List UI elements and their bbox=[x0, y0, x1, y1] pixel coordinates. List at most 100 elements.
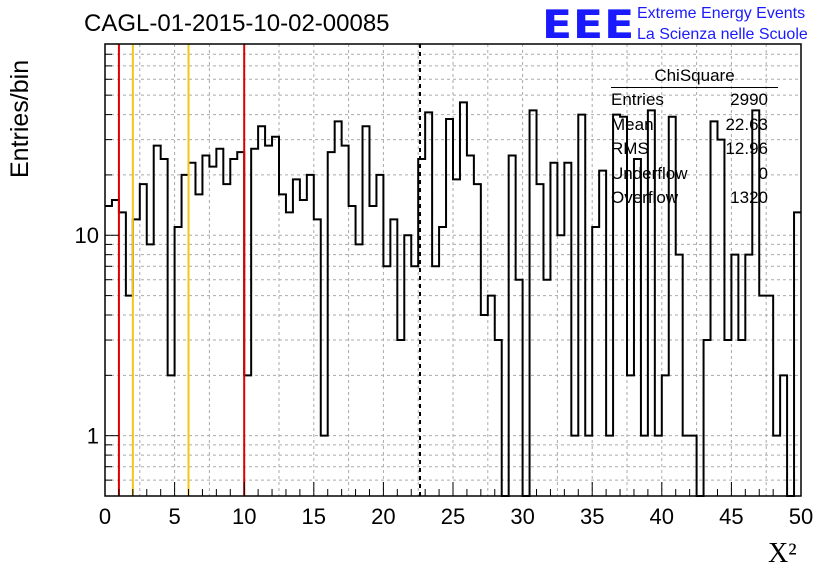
histogram-bin bbox=[404, 235, 411, 496]
histogram-bin bbox=[390, 219, 397, 496]
histogram-bin bbox=[509, 155, 516, 496]
x-tick-label: 20 bbox=[371, 504, 395, 529]
histogram-bin bbox=[168, 375, 175, 496]
stats-row-overflow: Overflow 1320 bbox=[611, 186, 778, 211]
histogram-bin bbox=[279, 194, 286, 496]
stats-row-entries: Entries 2990 bbox=[611, 88, 778, 113]
histogram-bin bbox=[300, 200, 307, 496]
eee-logo-line2: La Scienza nelle Scuole bbox=[637, 26, 808, 43]
histogram-bin bbox=[411, 266, 418, 496]
stats-label: Underflow bbox=[611, 163, 688, 183]
histogram-bin bbox=[439, 227, 446, 496]
histogram-bin bbox=[606, 436, 613, 496]
histogram-bin bbox=[585, 436, 592, 496]
histogram-bin bbox=[530, 110, 537, 496]
histogram-bin bbox=[704, 340, 711, 496]
histogram-bin bbox=[446, 119, 453, 496]
histogram-bin bbox=[363, 126, 370, 496]
histogram-bin bbox=[307, 175, 314, 496]
histogram-bin bbox=[745, 255, 752, 496]
histogram-bin bbox=[189, 163, 196, 496]
x-tick-label: 15 bbox=[302, 504, 326, 529]
histogram-bin bbox=[161, 159, 168, 496]
histogram-bin bbox=[147, 244, 154, 496]
histogram-bin bbox=[481, 315, 488, 496]
histogram-bin bbox=[731, 255, 738, 496]
histogram-bin bbox=[467, 155, 474, 496]
y-axis-label: Entries/bin bbox=[6, 59, 34, 178]
histogram-bin bbox=[550, 163, 557, 496]
histogram-bin bbox=[683, 436, 690, 496]
histogram-bin bbox=[369, 206, 376, 496]
histogram-bin bbox=[209, 167, 216, 496]
histogram-bin bbox=[202, 155, 209, 496]
histogram-bin bbox=[175, 227, 182, 496]
histogram-bin bbox=[265, 146, 272, 496]
x-tick-label: 0 bbox=[99, 504, 111, 529]
histogram-bin bbox=[794, 212, 801, 496]
histogram-bin bbox=[383, 266, 390, 496]
histogram-bin bbox=[592, 227, 599, 496]
histogram-bin bbox=[251, 149, 258, 496]
stats-label: Entries bbox=[611, 90, 664, 109]
histogram-bin bbox=[272, 137, 279, 496]
chart-title: CAGL-01-2015-10-02-00085 bbox=[84, 10, 390, 37]
stats-value: 22.63 bbox=[725, 114, 768, 134]
x-tick-label: 30 bbox=[510, 504, 534, 529]
histogram-bin bbox=[474, 184, 481, 496]
histogram-bin bbox=[780, 375, 787, 496]
stats-value: 1320 bbox=[730, 188, 768, 207]
histogram-bin bbox=[738, 340, 745, 496]
stats-label: RMS bbox=[611, 139, 649, 158]
histogram-bin bbox=[537, 184, 544, 496]
stats-row-underflow: Underflow 0 bbox=[611, 162, 778, 187]
x-tick-label: 50 bbox=[789, 504, 813, 529]
histogram-bin bbox=[223, 184, 230, 496]
stats-value: 2990 bbox=[730, 90, 768, 109]
histogram-bin bbox=[599, 171, 606, 496]
stats-row-mean: Mean 22.63 bbox=[611, 113, 778, 138]
x-tick-label: 45 bbox=[719, 504, 743, 529]
histogram-bin bbox=[453, 179, 460, 496]
histogram-bin bbox=[543, 280, 550, 496]
histogram-bin bbox=[397, 340, 404, 496]
histogram-bin bbox=[516, 280, 523, 496]
y-tick-label: 10 bbox=[75, 223, 99, 248]
x-tick-label: 5 bbox=[168, 504, 180, 529]
histogram-bin bbox=[237, 152, 244, 496]
histogram-bin bbox=[112, 200, 119, 496]
histogram-bin bbox=[488, 296, 495, 496]
stats-row-rms: RMS 12.96 bbox=[611, 137, 778, 162]
histogram-bin bbox=[349, 206, 356, 496]
histogram-bin bbox=[154, 146, 161, 496]
histogram-bin bbox=[627, 375, 634, 496]
x-tick-label: 35 bbox=[580, 504, 604, 529]
histogram-bin bbox=[119, 212, 126, 496]
histogram-bin bbox=[328, 152, 335, 496]
histogram-bin bbox=[133, 219, 140, 496]
histogram-bin bbox=[321, 436, 328, 496]
stats-title: ChiSquare bbox=[611, 66, 778, 88]
histogram-bin bbox=[376, 175, 383, 496]
histogram-bin bbox=[258, 126, 265, 496]
eee-logo-line1: Extreme Energy Events bbox=[637, 5, 806, 22]
x-tick-label: 10 bbox=[232, 504, 256, 529]
eee-logo: EEE bbox=[542, 2, 636, 48]
stats-box: ChiSquare Entries 2990 Mean 22.63 RMS 12.96… bbox=[611, 66, 778, 211]
histogram-bin bbox=[460, 102, 467, 496]
histogram-bin bbox=[286, 212, 293, 496]
histogram-bin bbox=[195, 194, 202, 496]
histogram-bin bbox=[564, 163, 571, 496]
histogram-bin bbox=[425, 112, 432, 496]
histogram-bin bbox=[293, 179, 300, 496]
histogram-bin bbox=[182, 175, 189, 496]
histogram-bin bbox=[641, 436, 648, 496]
histogram-bin bbox=[314, 219, 321, 496]
histogram-bin bbox=[759, 296, 766, 496]
y-tick-label: 1 bbox=[87, 424, 99, 449]
histogram-bin bbox=[571, 436, 578, 496]
histogram-bin bbox=[766, 296, 773, 496]
histogram-bin bbox=[126, 296, 133, 496]
histogram-bin bbox=[356, 244, 363, 496]
